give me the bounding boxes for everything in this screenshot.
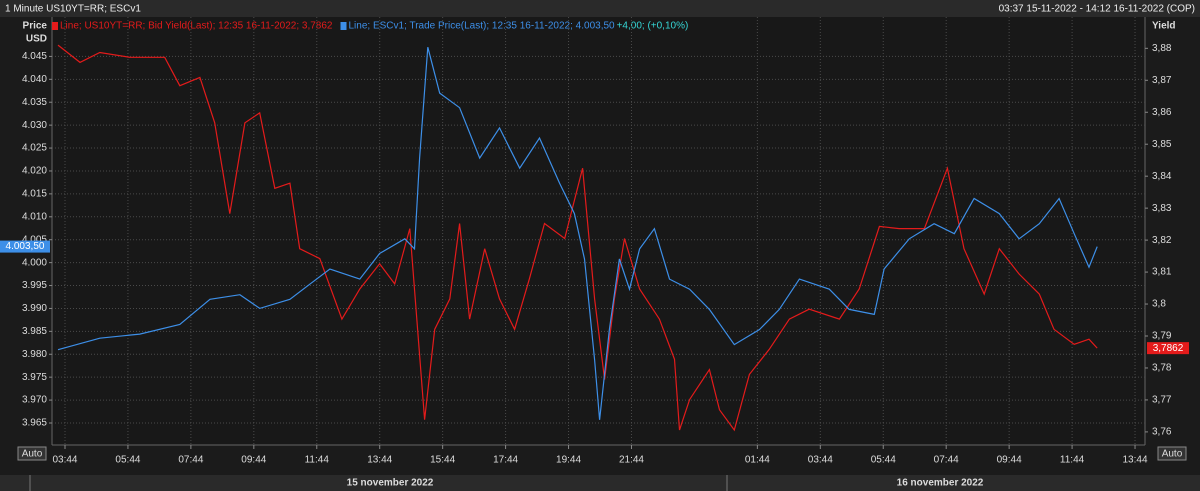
x-tick-label: 17:44 xyxy=(493,455,518,466)
x-tick-label: 11:44 xyxy=(305,455,330,466)
y2-tick-label: 3,78 xyxy=(1152,363,1172,374)
y-tick-label: 3.970 xyxy=(22,395,47,406)
legend: Line; US10YT=RR; Bid Yield(Last); 12:35 … xyxy=(52,21,688,32)
y-tick-label: 4.015 xyxy=(22,189,47,200)
auto-button-text[interactable]: Auto xyxy=(22,449,43,460)
data-line xyxy=(57,44,1098,432)
chart-title: 1 Minute US10YT=RR; ESCv1 xyxy=(5,4,141,15)
y-tick-label: 3.975 xyxy=(22,372,47,383)
x-tick-label: 13:44 xyxy=(1123,455,1148,466)
date-bar xyxy=(0,475,1200,491)
y-tick-label: 4.045 xyxy=(22,51,47,62)
y-tick-label: 4.040 xyxy=(22,74,47,85)
auto-button-frame[interactable] xyxy=(1157,446,1187,461)
auto-button-left[interactable]: Auto xyxy=(17,446,47,461)
x-tick-label: 13:44 xyxy=(367,455,392,466)
x-tick-label: 05:44 xyxy=(115,455,140,466)
x-tick-label: 09:44 xyxy=(997,455,1022,466)
legend-change: +4,00; (+0,10%) xyxy=(617,21,689,32)
y-tick-label: 4.025 xyxy=(22,143,47,154)
y2-axis-label: Yield xyxy=(1152,21,1176,32)
legend-entry: Line; ESCv1; Trade Price(Last); 12:35 16… xyxy=(349,21,616,32)
y-axis-label: Price xyxy=(23,21,48,32)
time-range: 03:37 15-11-2022 - 14:12 16-11-2022 (COP… xyxy=(999,4,1195,15)
y-tick-label: 3.990 xyxy=(22,303,47,314)
last-value-label: 4.003,50 xyxy=(6,241,45,252)
x-tick-label: 07:44 xyxy=(934,455,959,466)
y-tick-label: 4.010 xyxy=(22,211,47,222)
x-tick-label: 09:44 xyxy=(241,455,266,466)
y-tick-label: 4.005 xyxy=(22,234,47,245)
title-bar xyxy=(0,0,1200,17)
y2-tick-label: 3,84 xyxy=(1152,171,1172,182)
y2-tick-label: 3,83 xyxy=(1152,203,1172,214)
x-tick-label: 07:44 xyxy=(178,455,203,466)
legend-swatch xyxy=(340,22,347,30)
last-value-box xyxy=(1147,342,1189,355)
y2-tick-label: 3,82 xyxy=(1152,235,1172,246)
y2-tick-label: 3,8 xyxy=(1152,299,1166,310)
date-label: 16 november 2022 xyxy=(897,478,984,489)
y-tick-label: 3.980 xyxy=(22,349,47,360)
plot-area xyxy=(52,17,1145,445)
y2-tick-label: 3,87 xyxy=(1152,75,1172,86)
y2-tick-label: 3,85 xyxy=(1152,139,1172,150)
y2-tick-label: 3,86 xyxy=(1152,107,1172,118)
x-tick-label: 05:44 xyxy=(871,455,896,466)
x-tick-label: 19:44 xyxy=(556,455,581,466)
x-tick-label: 01:44 xyxy=(745,455,770,466)
y2-tick-label: 3,76 xyxy=(1152,427,1172,438)
x-tick-label: 11:44 xyxy=(1060,455,1085,466)
date-label: 15 november 2022 xyxy=(347,478,434,489)
y2-tick-label: 3,81 xyxy=(1152,267,1172,278)
y-tick-label: 3.995 xyxy=(22,280,47,291)
y-tick-label: 4.000 xyxy=(22,257,47,268)
x-tick-label: 03:44 xyxy=(52,455,77,466)
y-axis-unit: USD xyxy=(26,34,47,45)
last-value-box xyxy=(0,240,50,253)
x-tick-label: 03:44 xyxy=(808,455,833,466)
legend-swatch xyxy=(52,22,58,30)
y2-tick-label: 3,88 xyxy=(1152,43,1172,54)
y-tick-label: 3.965 xyxy=(22,418,47,429)
y-tick-label: 4.020 xyxy=(22,166,47,177)
auto-button-right[interactable]: Auto xyxy=(1157,446,1187,461)
auto-button-text[interactable]: Auto xyxy=(1162,449,1183,460)
x-tick-label: 21:44 xyxy=(619,455,644,466)
auto-button-frame[interactable] xyxy=(17,446,47,461)
y-tick-label: 3.985 xyxy=(22,326,47,337)
x-tick-label: 15:44 xyxy=(430,455,455,466)
y-tick-label: 4.035 xyxy=(22,97,47,108)
last-value-label: 3,7862 xyxy=(1153,343,1184,354)
y2-tick-label: 3,79 xyxy=(1152,331,1172,342)
legend-entry: Line; US10YT=RR; Bid Yield(Last); 12:35 … xyxy=(60,21,333,32)
y-tick-label: 4.030 xyxy=(22,120,47,131)
y2-tick-label: 3,77 xyxy=(1152,395,1172,406)
data-line xyxy=(57,47,1098,420)
